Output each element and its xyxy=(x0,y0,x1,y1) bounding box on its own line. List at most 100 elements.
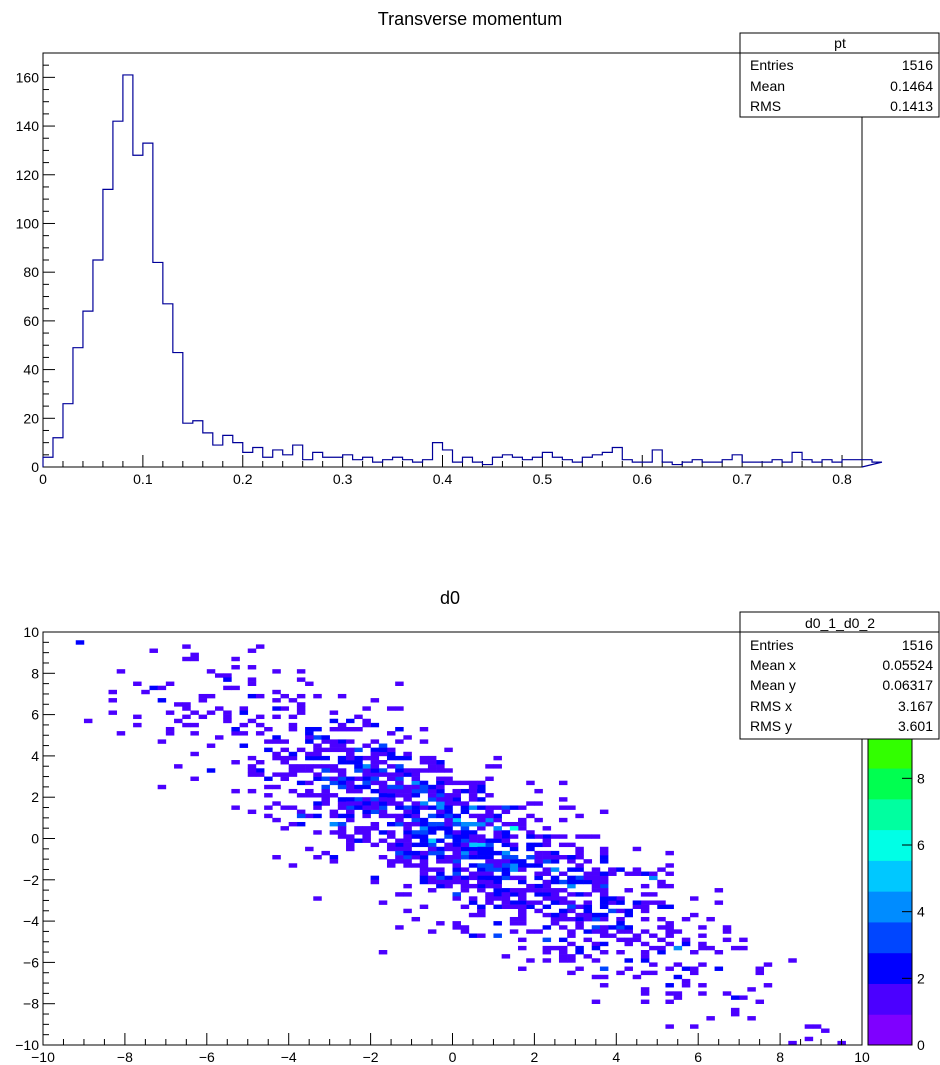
d0-heatmap-cell xyxy=(616,900,625,905)
d0-heatmap-cells xyxy=(75,640,846,1046)
d0-heatmap-cell xyxy=(403,892,412,897)
d0-heatmap-cell xyxy=(526,834,535,839)
d0-heatmap-cell xyxy=(370,698,380,703)
d0-heatmap-cell xyxy=(518,904,527,910)
d0-heatmap-cell xyxy=(567,941,576,947)
d0-heatmap-cell xyxy=(534,900,543,905)
d0-heatmap-cell xyxy=(419,768,429,773)
d0-heatmap-cell xyxy=(477,834,486,839)
d0-heatmap-cell xyxy=(599,974,609,980)
d0-heatmap-cell xyxy=(395,821,404,827)
d0-heatmap-cell xyxy=(403,846,412,852)
d0-heatmap-cell xyxy=(362,780,371,786)
pt-stats-label: RMS xyxy=(750,98,781,114)
d0-heatmap-cell xyxy=(272,669,281,674)
d0-color-scale-tick-label: 6 xyxy=(917,837,925,853)
d0-heatmap-cell xyxy=(616,929,625,934)
d0-heatmap-cell xyxy=(313,693,322,699)
d0-heatmap-cell xyxy=(698,991,707,996)
d0-heatmap-cell xyxy=(386,764,396,769)
d0-heatmap-cell xyxy=(346,780,355,786)
d0-heatmap-cell xyxy=(386,801,396,806)
d0-heatmap-cell xyxy=(558,842,568,848)
d0-heatmap-cell xyxy=(436,859,445,864)
d0-heatmap-cell xyxy=(157,784,167,790)
d0-heatmap-cell xyxy=(558,945,568,951)
d0-heatmap-cell xyxy=(468,855,478,860)
d0-heatmap-cell xyxy=(354,830,363,835)
d0-heatmap-cell xyxy=(485,859,494,864)
d0-heatmap-cell xyxy=(477,842,486,848)
d0-heatmap-cell xyxy=(386,834,396,839)
d0-heatmap-cell xyxy=(346,817,355,823)
d0-heatmap-cell xyxy=(305,731,314,736)
d0-heatmap-cell xyxy=(468,838,478,843)
d0-heatmap-cell xyxy=(583,916,593,922)
d0-heatmap-cell xyxy=(460,879,470,885)
d0-heatmap-cell xyxy=(247,693,257,699)
d0-heatmap-cell xyxy=(346,760,355,765)
d0-heatmap-cell xyxy=(739,937,748,943)
d0-heatmap-cell xyxy=(477,912,486,918)
d0-heatmap-cell xyxy=(427,830,437,835)
d0-heatmap-cell xyxy=(477,871,486,876)
pt-histogram-line xyxy=(42,74,883,468)
d0-heatmap-cell xyxy=(313,805,322,810)
d0-heatmap-cell xyxy=(419,821,429,827)
d0-heatmap-cell xyxy=(403,826,412,831)
d0-heatmap-cell xyxy=(591,875,601,881)
d0-heatmap-cell xyxy=(468,784,478,790)
d0-heatmap-cell xyxy=(305,846,314,852)
d0-heatmap-cell xyxy=(616,925,625,930)
d0-heatmap-cell xyxy=(632,871,642,876)
d0-heatmap-cell xyxy=(608,908,617,914)
d0-heatmap-cell xyxy=(534,859,543,864)
d0-heatmap-cell xyxy=(452,817,461,823)
d0-heatmap-cell xyxy=(509,892,519,897)
d0-heatmap-cell xyxy=(714,966,724,971)
d0-heatmap-cell xyxy=(165,726,175,732)
d0-heatmap-cell xyxy=(477,888,486,893)
d0-heatmap-cell xyxy=(346,776,355,781)
d0-heatmap-cell xyxy=(329,830,339,835)
d0-heatmap-cell xyxy=(288,863,298,868)
d0-heatmap-cell xyxy=(403,883,412,889)
d0-heatmap-cell xyxy=(255,714,265,720)
d0-heatmap-cell xyxy=(436,867,445,872)
d0-heatmap-cell xyxy=(272,689,281,695)
d0-heatmap-cell xyxy=(419,739,429,744)
d0-heatmap-cell xyxy=(542,888,552,893)
d0-color-scale-tick-label: 4 xyxy=(917,904,925,920)
d0-heatmap-cell xyxy=(567,970,576,976)
d0-heatmap-cell xyxy=(337,797,347,802)
d0-heatmap-cell xyxy=(403,850,412,856)
d0-heatmap-cell xyxy=(329,718,339,724)
d0-heatmap-cell xyxy=(608,871,617,876)
d0-heatmap-cell xyxy=(436,764,445,769)
d0-heatmap-cell xyxy=(649,945,658,951)
d0-heatmap-cell xyxy=(599,904,609,910)
d0-heatmap-cell xyxy=(403,908,412,914)
d0-heatmap-cell xyxy=(518,900,527,905)
d0-heatmap-cell xyxy=(542,950,552,955)
d0-heatmap-cell xyxy=(419,875,429,881)
d0-heatmap-cell xyxy=(296,813,306,819)
d0-heatmap-cell xyxy=(534,871,543,876)
d0-heatmap-cell xyxy=(386,751,396,757)
d0-heatmap-cell xyxy=(460,846,470,852)
d0-heatmap-cell xyxy=(640,999,650,1004)
d0-heatmap-cell xyxy=(419,801,429,806)
d0-heatmap-cell xyxy=(509,855,519,860)
d0-heatmap-cell xyxy=(411,768,421,773)
d0-heatmap-cell xyxy=(116,731,126,736)
d0-heatmap-cell xyxy=(550,945,560,951)
d0-heatmap-cell xyxy=(419,817,429,823)
d0-heatmap-cell xyxy=(321,764,330,769)
d0-heatmap-cell xyxy=(370,764,380,769)
d0-heatmap-cell xyxy=(223,714,232,720)
d0-heatmap-cell xyxy=(255,768,265,773)
d0-heatmap-cell xyxy=(460,805,470,810)
d0-heatmap-cell xyxy=(575,867,584,872)
d0-heatmap-cell xyxy=(403,768,412,773)
d0-heatmap-cell xyxy=(411,776,421,781)
